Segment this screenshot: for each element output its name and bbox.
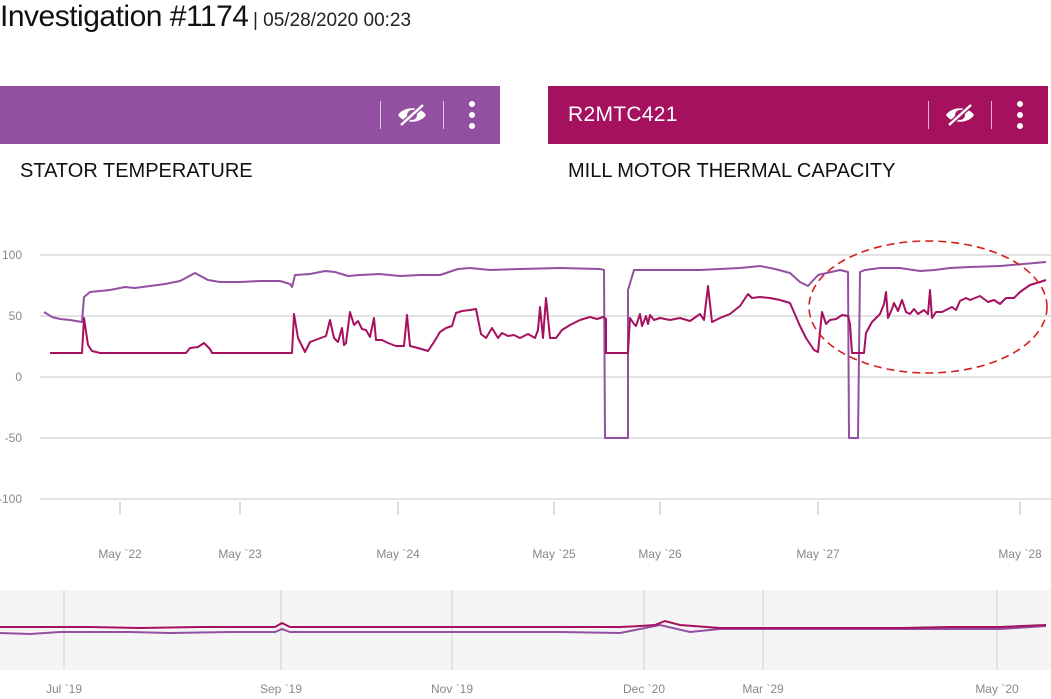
navigator-x-tick-label: Dec `20	[623, 682, 665, 696]
y-axis: 100 50 0 -50 -100	[0, 248, 22, 506]
x-axis: May `22 May `23 May `24 May `25 May `26 May `…	[98, 502, 1042, 561]
panel-subtitle-thermal: MILL MOTOR THERMAL CAPACITY	[568, 160, 896, 182]
y-tick-label: 50	[9, 309, 23, 323]
more-options-button[interactable]	[444, 86, 500, 144]
x-tick-label: May `24	[376, 547, 420, 561]
y-tick-label: 0	[15, 370, 22, 384]
panel-subtitle-stator: STATOR TEMPERATURE	[20, 160, 253, 182]
panel-header-label: R2MTC421	[568, 103, 678, 126]
y-tick-label: -100	[0, 492, 22, 506]
divider	[443, 101, 444, 129]
x-tick-label: May `23	[218, 547, 262, 561]
x-tick-label: May `27	[796, 547, 840, 561]
navigator-x-tick-label: May `20	[975, 682, 1019, 696]
page-title: Investigation #1174	[0, 0, 249, 33]
hide-series-button[interactable]	[381, 86, 443, 144]
series-mill-motor-thermal-capacity[interactable]	[50, 279, 1047, 354]
y-tick-label: -50	[5, 431, 23, 445]
eye-slash-icon	[946, 103, 974, 127]
y-tick-label: 100	[2, 248, 22, 262]
grid	[40, 254, 1051, 500]
anomaly-annotation-ellipse	[808, 240, 1048, 374]
navigator-x-tick-label: Mar `29	[742, 682, 784, 696]
navigator-x-tick-label: Jul `19	[46, 682, 82, 696]
x-tick-label: May `26	[638, 547, 682, 561]
x-tick-label: May `28	[998, 547, 1042, 561]
more-vertical-icon	[1017, 101, 1023, 129]
divider	[991, 101, 992, 129]
navigator-series-thermal	[0, 619, 1047, 630]
panel-header-stator	[0, 86, 500, 144]
eye-slash-icon	[398, 103, 426, 127]
panel-header-thermal: R2MTC421	[548, 86, 1048, 144]
timestamp: | 05/28/2020 00:23	[252, 10, 412, 31]
title-row: Investigation #1174 | 05/28/2020 00:23	[0, 0, 411, 40]
hide-series-button[interactable]	[929, 86, 991, 144]
x-tick-label: May `22	[98, 547, 142, 561]
more-vertical-icon	[469, 101, 475, 129]
navigator-x-tick-label: Nov `19	[431, 682, 473, 696]
navigator-x-tick-label: Sep `19	[260, 682, 302, 696]
more-options-button[interactable]	[992, 86, 1048, 144]
divider	[380, 101, 381, 129]
navigator-chart[interactable]: Jul `19 Sep `19 Nov `19 Dec `20 Mar `29 May `…	[0, 585, 1051, 699]
series-stator-temperature[interactable]	[43, 261, 1047, 439]
x-tick-label: May `25	[532, 547, 576, 561]
navigator-x-axis: Jul `19 Sep `19 Nov `19 Dec `20 Mar `29 May `…	[46, 682, 1019, 696]
divider	[928, 101, 929, 129]
